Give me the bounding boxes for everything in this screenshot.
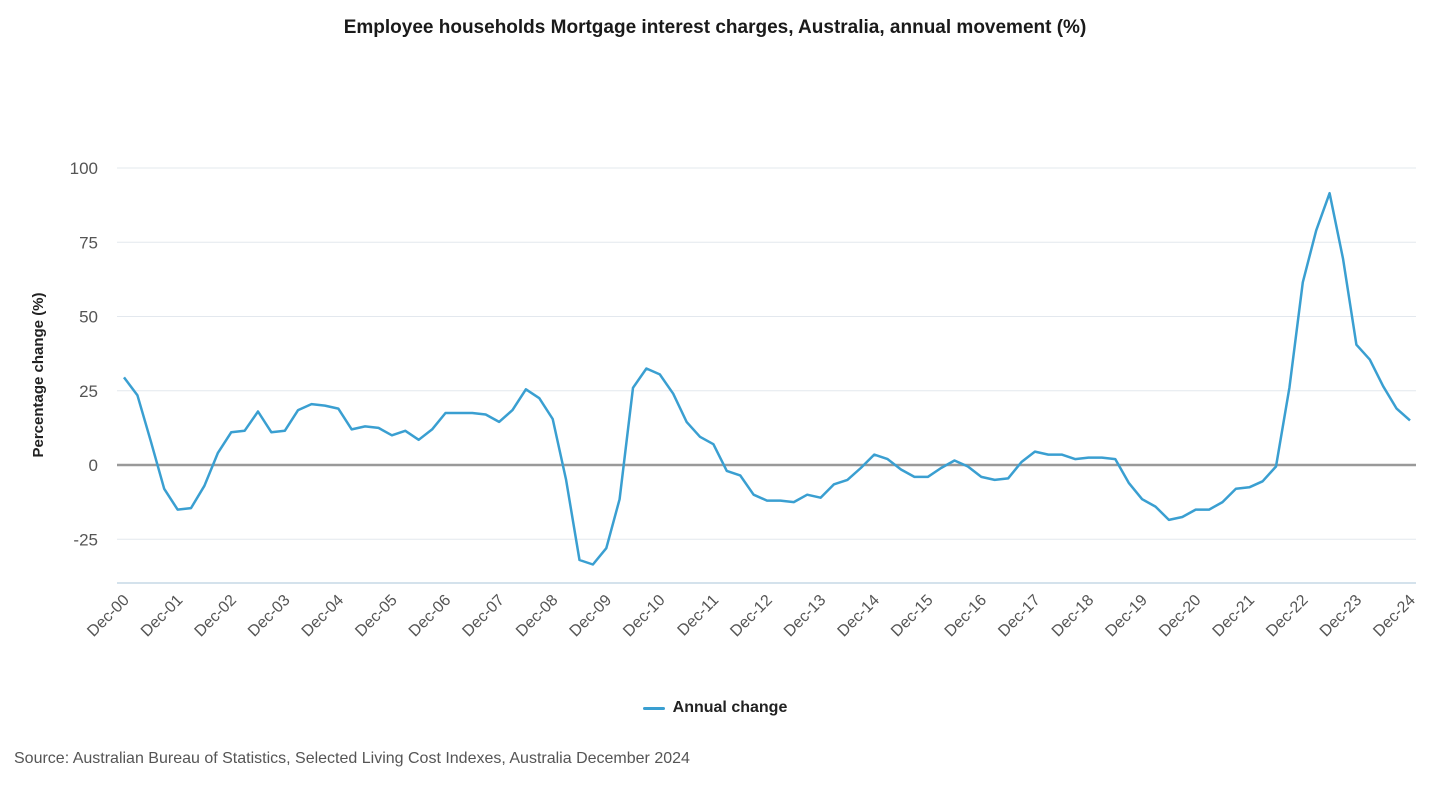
x-tick-label: Dec-03 [245,592,294,641]
x-tick-label: Dec-14 [835,592,884,641]
x-tick-label: Dec-02 [192,592,241,641]
x-tick-label: Dec-11 [675,592,723,640]
y-tick-label: 75 [79,233,98,252]
legend-swatch [642,706,665,710]
chart-title: Employee households Mortgage interest ch… [343,17,1087,38]
legend-label-annual-change: Annual change [672,699,788,716]
y-tick-label: 50 [79,308,98,327]
x-axis-ticks: Dec-00 Dec-01 Dec-02 Dec-03 Dec-04 Dec-05 Dec-… [84,592,1419,641]
x-tick-label: Dec-23 [1317,592,1366,641]
y-tick-label: 100 [70,159,98,178]
x-tick-label: Dec-06 [406,592,455,641]
x-tick-label: Dec-17 [995,592,1044,641]
y-tick-label: -25 [73,530,98,549]
x-tick-label: Dec-01 [138,592,187,641]
x-tick-label: Dec-19 [1102,592,1151,641]
x-tick-label: Dec-00 [84,592,133,641]
x-tick-label: Dec-07 [459,592,508,641]
x-tick-label: Dec-05 [352,592,401,641]
y-tick-label: 25 [79,382,98,401]
x-tick-label: Dec-18 [1049,592,1098,641]
x-tick-label: Dec-10 [620,592,669,641]
x-tick-label: Dec-15 [888,592,937,641]
x-tick-label: Dec-08 [513,592,562,641]
x-tick-label: Dec-04 [299,592,348,641]
x-tick-label: Dec-22 [1263,592,1312,641]
y-axis-ticks: 100 75 50 25 0 -25 [70,159,98,549]
x-tick-label: Dec-24 [1370,592,1419,641]
x-tick-label: Dec-21 [1210,592,1259,641]
y-axis-label: Percentage change (%) [30,292,47,457]
series-layer [123,191,1411,566]
x-tick-label: Dec-09 [567,592,616,641]
x-tick-label: Dec-20 [1156,592,1205,641]
series-line-annual-change[interactable] [123,191,1411,566]
x-tick-label: Dec-16 [942,592,991,641]
gridlines [117,167,1416,584]
legend[interactable]: Annual change [0,699,1430,717]
x-tick-label: Dec-12 [727,592,776,641]
source-note: Source: Australian Bureau of Statistics,… [14,750,690,767]
y-tick-label: 0 [89,456,98,475]
x-tick-label: Dec-13 [781,592,830,641]
